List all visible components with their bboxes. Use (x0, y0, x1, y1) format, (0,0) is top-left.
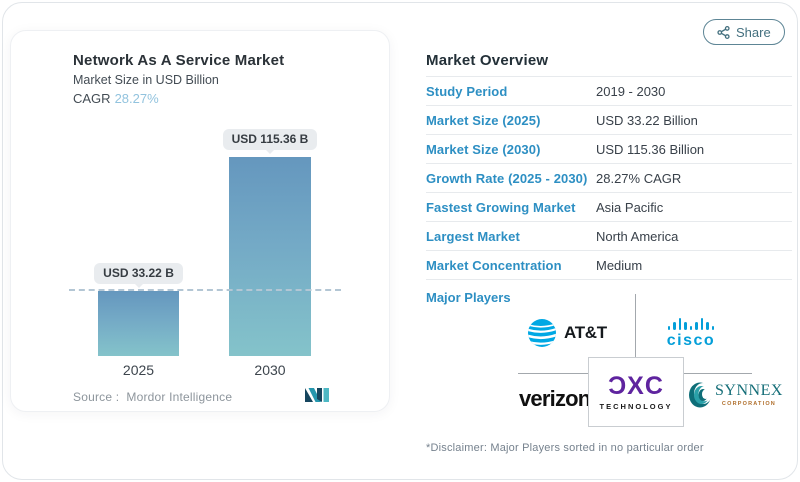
row-value: Medium (596, 257, 643, 273)
dxc-card: ƆXC TECHNOLOGY (588, 357, 684, 427)
source-brand: Mordor Intelligence (126, 390, 233, 404)
row-label: Fastest Growing Market (426, 199, 576, 215)
players-vertical-divider (635, 294, 636, 358)
row-label: Study Period (426, 83, 508, 99)
overview-title: Market Overview (426, 52, 549, 69)
cisco-logo: cisco (653, 318, 729, 350)
bar-chart-plot: USD 33.22 B USD 115.36 B 2025 2030 (69, 129, 341, 378)
chart-cagr: CAGR 28.27% (73, 91, 159, 106)
share-icon (717, 25, 730, 39)
row-label: Market Size (2030) (426, 141, 541, 157)
major-players-label: Major Players (426, 290, 511, 305)
cagr-label: CAGR (73, 91, 111, 106)
dxc-wordmark: ƆXC (608, 371, 664, 400)
chart-subtitle: Market Size in USD Billion (73, 73, 219, 87)
share-button[interactable]: Share (703, 19, 785, 45)
table-row: Market Concentration Medium (426, 251, 792, 280)
synnex-logo: SYNNEX CORPORATION (687, 381, 783, 409)
table-row: Market Size (2025) USD 33.22 Billion (426, 106, 792, 135)
table-row: Market Size (2030) USD 115.36 Billion (426, 135, 792, 164)
cisco-bars-icon (667, 318, 715, 330)
row-label: Market Size (2025) (426, 112, 541, 128)
source-label: Source : Mordor Intelligence (73, 390, 233, 404)
att-logo: AT&T (527, 318, 607, 348)
bar-2030 (229, 157, 311, 356)
row-label: Largest Market (426, 228, 520, 244)
dxc-technology-label: TECHNOLOGY (599, 401, 673, 411)
cisco-wordmark: cisco (666, 332, 716, 349)
row-value: North America (596, 228, 679, 244)
share-label: Share (736, 24, 771, 40)
row-value: Asia Pacific (596, 199, 664, 215)
row-value: 28.27% CAGR (596, 170, 682, 186)
table-row: Study Period 2019 - 2030 (426, 77, 792, 106)
bar-2025 (98, 291, 179, 356)
row-label: Growth Rate (2025 - 2030) (426, 170, 588, 186)
bar-column-2030: USD 115.36 B (222, 129, 318, 356)
disclaimer-text: *Disclaimer: Major Players sorted in no … (426, 442, 704, 454)
att-globe-icon (527, 318, 557, 348)
mordor-intelligence-logo-icon (305, 386, 329, 408)
reference-line (69, 289, 341, 291)
row-value: 2019 - 2030 (596, 83, 666, 99)
overview-table: Study Period 2019 - 2030 Market Size (20… (426, 76, 792, 280)
chart-title: Network As A Service Market (73, 52, 285, 69)
synnex-wordmark: SYNNEX (715, 382, 783, 399)
value-pill-2030: USD 115.36 B (222, 129, 318, 154)
x-axis-label-2030: 2030 (254, 362, 286, 378)
bar-column-2025: USD 33.22 B (94, 129, 183, 356)
synnex-swirl-icon (687, 381, 713, 409)
value-pill-2025: USD 33.22 B (94, 263, 183, 288)
x-axis-label-2025: 2025 (122, 362, 155, 378)
table-row: Growth Rate (2025 - 2030) 28.27% CAGR (426, 164, 792, 193)
row-value: USD 115.36 Billion (596, 141, 705, 157)
cagr-value: 28.27% (114, 91, 159, 106)
source-row: Source : Mordor Intelligence (73, 386, 329, 408)
verizon-wordmark: verizon (519, 386, 591, 411)
table-row: Largest Market North America (426, 222, 792, 251)
att-wordmark: AT&T (564, 323, 607, 342)
chart-card: Network As A Service Market Market Size … (10, 30, 390, 412)
row-value: USD 33.22 Billion (596, 112, 698, 128)
row-label: Market Concentration (426, 257, 562, 273)
table-row: Fastest Growing Market Asia Pacific (426, 193, 792, 222)
synnex-corporation-label: CORPORATION (721, 401, 776, 407)
